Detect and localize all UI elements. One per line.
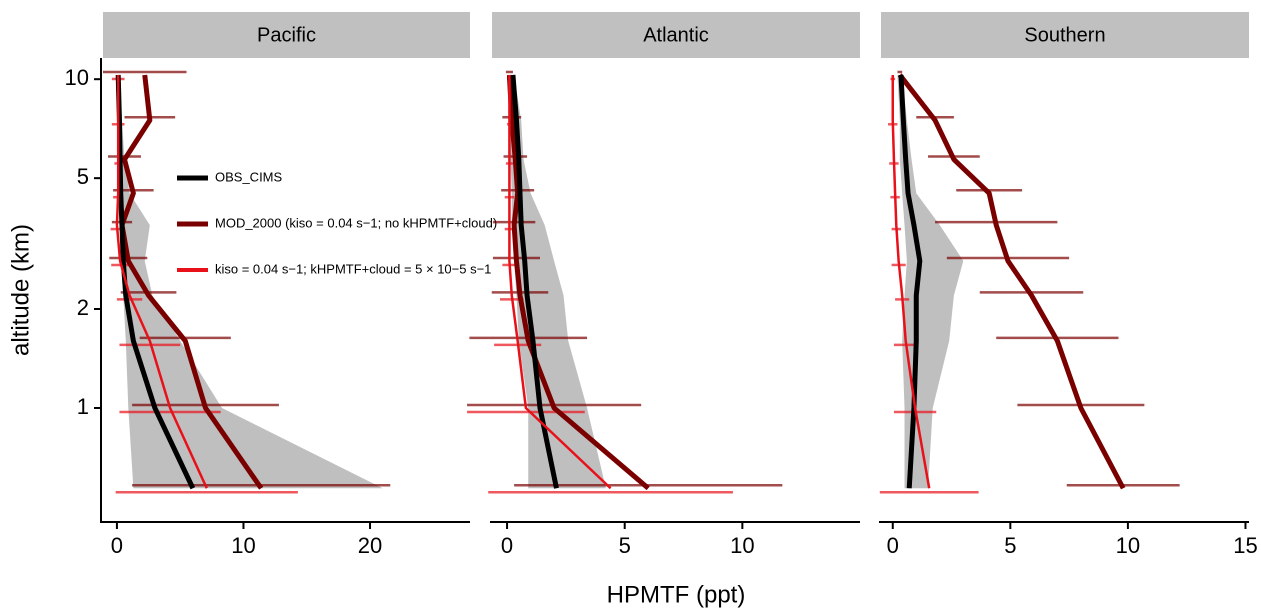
x-axis-title: HPMTF (ppt): [607, 581, 746, 608]
panel-title: Southern: [1024, 24, 1105, 46]
series-line: [506, 74, 650, 491]
y-tick-label: 5: [77, 164, 89, 189]
x-tick-label: 5: [1004, 533, 1016, 558]
series-line: [115, 74, 196, 490]
y-tick-label: 10: [65, 65, 89, 90]
series-line: [115, 74, 208, 489]
legend-label: MOD_2000 (kiso = 0.04 s−1; no kHPMTF+clo…: [215, 215, 497, 230]
x-tick-label: 10: [730, 533, 754, 558]
strip: [881, 12, 1249, 58]
panel-title: Pacific: [257, 24, 316, 46]
x-tick-label: 10: [1116, 533, 1140, 558]
panel-title: Atlantic: [643, 24, 709, 46]
x-tick-label: 0: [111, 533, 123, 558]
x-tick-label: 20: [358, 533, 382, 558]
series-line: [119, 74, 264, 490]
strip: [103, 12, 470, 58]
legend-label: kiso = 0.04 s−1; kHPMTF+cloud = 5 × 10−5…: [215, 261, 491, 276]
x-tick-label: 0: [501, 533, 513, 558]
series-line: [898, 74, 923, 489]
x-tick-label: 0: [887, 533, 899, 558]
legend-label: OBS_CIMS: [215, 169, 283, 184]
x-tick-label: 10: [231, 533, 255, 558]
y-axis-title: altitude (km): [7, 224, 34, 356]
series-line: [891, 74, 931, 489]
series-line: [508, 74, 612, 490]
series-line: [510, 74, 559, 489]
range-band: [509, 74, 606, 489]
series-line: [897, 73, 1126, 490]
y-tick-label: 1: [77, 394, 89, 419]
range-band: [897, 74, 964, 489]
x-tick-label: 15: [1233, 533, 1257, 558]
strip: [492, 12, 860, 58]
range-band: [117, 74, 383, 489]
x-tick-label: 5: [619, 533, 631, 558]
y-tick-label: 2: [77, 295, 89, 320]
